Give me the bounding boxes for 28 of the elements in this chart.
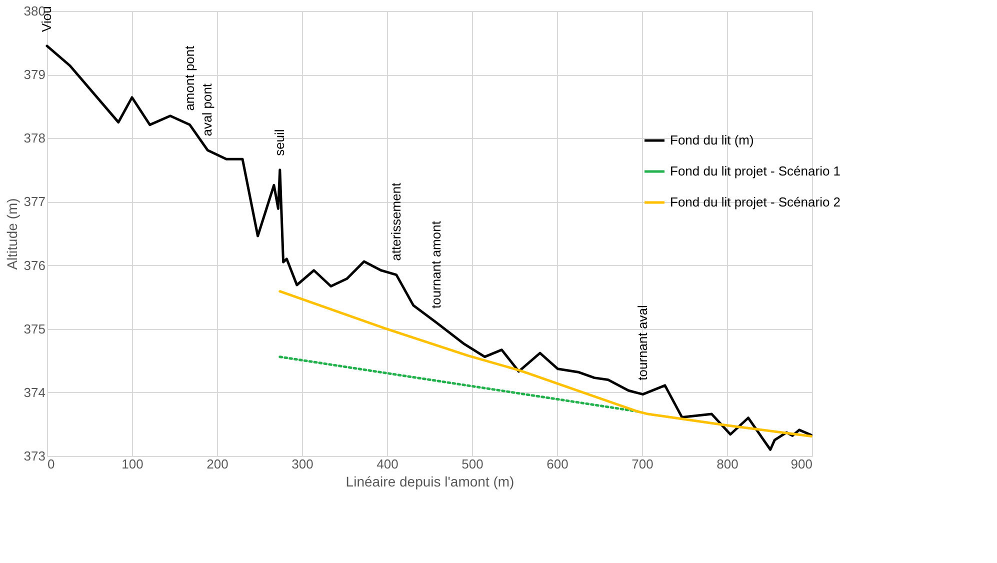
x-tick-label: 100 bbox=[122, 456, 144, 472]
y-tick-label: 373 bbox=[24, 448, 46, 464]
y-tick-label: 374 bbox=[24, 384, 46, 400]
y-tick-label: 375 bbox=[24, 321, 46, 336]
y-tick-label: 376 bbox=[24, 258, 46, 273]
y-tick-label: 378 bbox=[24, 130, 46, 146]
annotation: atterissement bbox=[388, 182, 404, 261]
x-tick-label: 900 bbox=[790, 456, 812, 472]
annotation: aval pont bbox=[200, 83, 215, 136]
x-tick-label: 0 bbox=[48, 456, 55, 472]
y-tick-label: 379 bbox=[24, 67, 46, 82]
x-axis-title: Linéaire depuis l'amont (m) bbox=[346, 474, 514, 490]
legend-label: Fond du lit projet - Scénario 2 bbox=[670, 194, 841, 210]
annotation: tournant amont bbox=[428, 220, 444, 308]
x-tick-label: 500 bbox=[462, 456, 484, 472]
annotation: tournant aval bbox=[634, 305, 650, 380]
legend-label: Fond du lit (m) bbox=[670, 132, 754, 148]
x-tick-label: 300 bbox=[292, 456, 314, 472]
y-axis-title: Altitude (m) bbox=[4, 198, 20, 270]
annotation: amont pont bbox=[182, 45, 197, 111]
x-tick-label: 800 bbox=[716, 456, 738, 472]
annotation: seuil bbox=[272, 129, 287, 156]
x-tick-label: 700 bbox=[632, 456, 654, 472]
x-tick-label: 200 bbox=[206, 456, 228, 472]
x-tick-label: 600 bbox=[546, 456, 568, 472]
x-tick-label: 400 bbox=[376, 456, 398, 472]
legend-label: Fond du lit projet - Scénario 1 bbox=[670, 164, 841, 178]
y-tick-label: 377 bbox=[24, 194, 46, 210]
